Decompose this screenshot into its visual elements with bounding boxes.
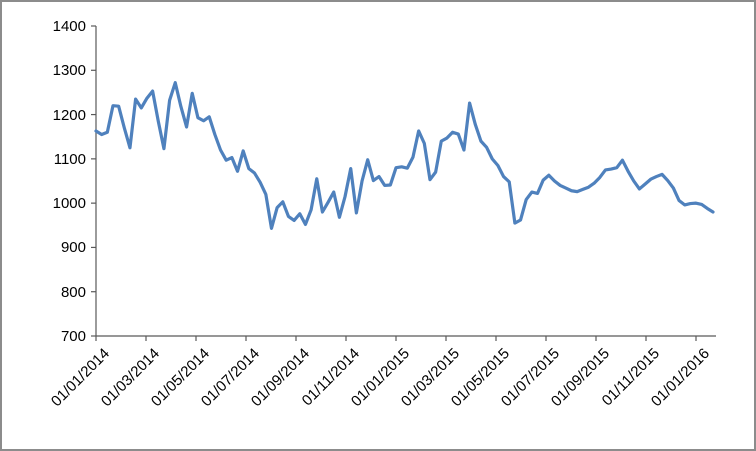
y-tick-label: 1400	[52, 18, 86, 35]
y-tick-label: 1300	[52, 62, 86, 80]
y-tick-label: 1000	[52, 195, 86, 213]
plot-line	[94, 81, 715, 230]
y-tick-label: 700	[60, 328, 86, 345]
y-tick-label: 1100	[53, 150, 86, 168]
y-tick-label: 1200	[52, 106, 86, 124]
y-tick-label: 800	[60, 283, 86, 301]
y-tick-label: 900	[60, 239, 86, 257]
